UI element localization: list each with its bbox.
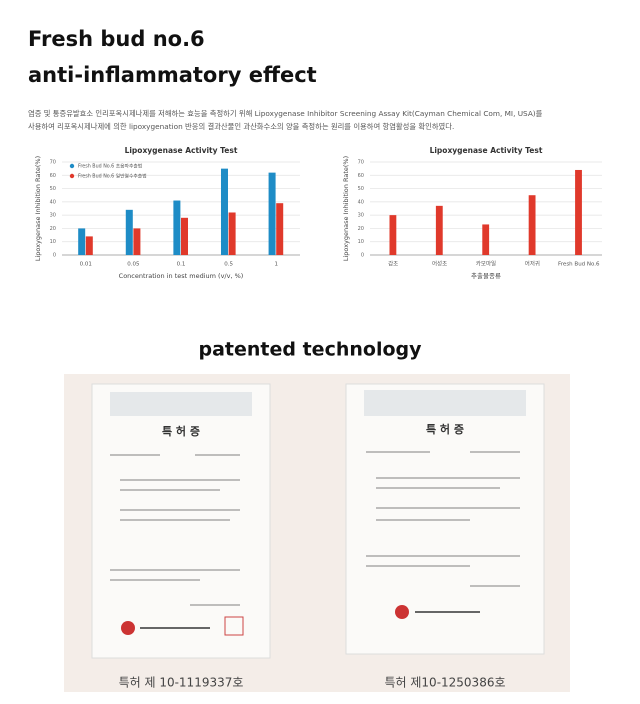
y-tick-label: 30 (50, 213, 56, 219)
bar (220, 168, 228, 255)
y-tick-label: 50 (50, 186, 56, 192)
x-tick-label: 어성초 (432, 260, 447, 268)
x-tick-label: 어저귀 (525, 260, 540, 268)
chart-title: Lipoxygenase Activity Test (125, 146, 238, 155)
bar (228, 212, 236, 255)
bar (435, 205, 443, 255)
bar (482, 224, 490, 255)
y-tick-label: 10 (358, 239, 364, 245)
x-tick-label: 0.5 (224, 262, 233, 268)
y-tick-label: 20 (50, 226, 56, 232)
x-tick-label: 카모마일 (476, 260, 496, 268)
legend-label: Fresh Bud No.6 초음파추출법 (78, 163, 142, 170)
y-tick-label: 60 (358, 173, 364, 179)
x-axis-label: 추출물종류 (471, 271, 501, 280)
bar (173, 200, 181, 255)
bar (85, 236, 93, 255)
x-tick-label: 0.01 (80, 262, 92, 268)
bar (276, 203, 284, 255)
legend-swatch (69, 163, 75, 169)
y-tick-label: 40 (50, 199, 56, 205)
certificate-caption: 특허 제10-1250386호 (384, 676, 505, 690)
description: 염증 및 통증유발효소 인리포옥시제나제를 저해하는 효능을 측정하기 위해 L… (28, 109, 543, 118)
legend-label: Fresh Bud No.6 일반열수추출법 (78, 173, 147, 180)
certificate: 특 허 증 특허 제 10-1119337호 (91, 383, 271, 690)
y-tick-label: 50 (358, 186, 364, 192)
bar (528, 195, 536, 255)
y-axis-label: Lipoxygenase Inhibition Rate(%) (342, 156, 350, 261)
x-tick-label: 감초 (388, 261, 398, 268)
y-tick-label: 40 (358, 199, 364, 205)
chart-title: Lipoxygenase Activity Test (430, 146, 543, 155)
x-tick-label: Fresh Bud No.6 (558, 262, 600, 268)
x-tick-label: 1 (274, 262, 278, 268)
bar (575, 169, 582, 255)
legend-swatch (69, 173, 75, 179)
certificate-heading: 특 허 증 (426, 422, 464, 436)
y-tick-label: 10 (50, 239, 56, 245)
y-tick-label: 70 (358, 160, 364, 166)
y-tick-label: 0 (361, 253, 364, 259)
y-tick-label: 0 (53, 253, 56, 259)
certificate-heading: 특 허 증 (162, 424, 200, 438)
y-tick-label: 20 (358, 226, 364, 232)
y-tick-label: 70 (50, 160, 56, 166)
bar (78, 228, 86, 255)
bar (268, 172, 276, 255)
bar (181, 217, 189, 255)
bar (125, 209, 133, 255)
certificate-caption: 특허 제 10-1119337호 (119, 676, 244, 690)
x-tick-label: 0.1 (177, 262, 186, 268)
description: 사용하여 리포옥시제나제에 의한 lipoxygenation 반응의 결과산물… (28, 122, 454, 131)
bar (389, 215, 397, 255)
title: Fresh bud no.6 (28, 27, 205, 51)
section-title: patented technology (199, 339, 423, 361)
title: anti-inflammatory effect (28, 63, 317, 87)
y-tick-label: 30 (358, 213, 364, 219)
y-axis-label: Lipoxygenase Inhibition Rate(%) (34, 156, 42, 261)
bar (133, 228, 141, 255)
x-tick-label: 0.05 (127, 262, 140, 268)
x-axis-label: Concentration in test medium (v/v, %) (119, 272, 244, 280)
y-tick-label: 60 (50, 173, 56, 179)
certificate: 특 허 증 특허 제10-1250386호 (345, 383, 545, 690)
